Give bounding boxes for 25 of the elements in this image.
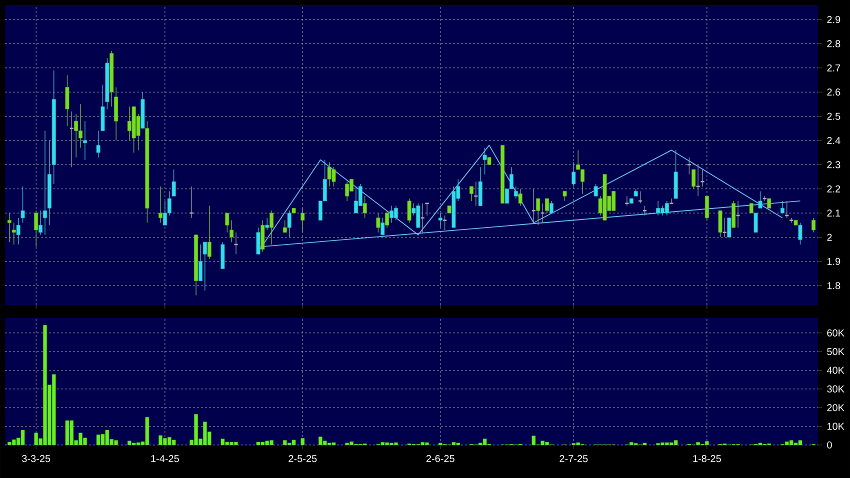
y-tick-label: 2.6 [827,88,840,96]
y-tick-label: 2.4 [827,136,840,144]
y-tick-label: 50K [827,348,844,356]
y-tick-label: 30K [827,385,844,392]
y-tick-label: 0 [827,441,832,449]
x-tick-label: 2-7-25 [560,455,588,462]
y-tick-label: 2.1 [827,210,840,217]
y-tick-label: 1.9 [827,258,840,265]
x-tick-label: 3-3-25 [22,455,50,462]
y-tick-label: 1.8 [827,282,840,290]
x-tick-label: 1-4-25 [151,455,179,462]
y-tick-label: 10K [827,422,844,430]
y-tick-label: 2.7 [827,64,840,72]
y-tick-label: 2.3 [827,161,840,168]
y-tick-label: 2.8 [827,40,840,48]
y-tick-label: 60K [827,329,844,336]
y-tick-label: 40K [826,366,844,374]
x-tick-label: 1-8-25 [693,455,721,462]
y-tick-label: 2 [827,234,832,241]
y-tick-label: 2.2 [827,185,840,192]
y-tick-label: 2.9 [827,16,840,24]
y-tick-label: 20K [827,404,844,412]
y-tick-label: 2.5 [827,112,840,120]
x-tick-label: 2-5-25 [288,455,317,462]
x-tick-label: 2-6-25 [426,455,454,462]
